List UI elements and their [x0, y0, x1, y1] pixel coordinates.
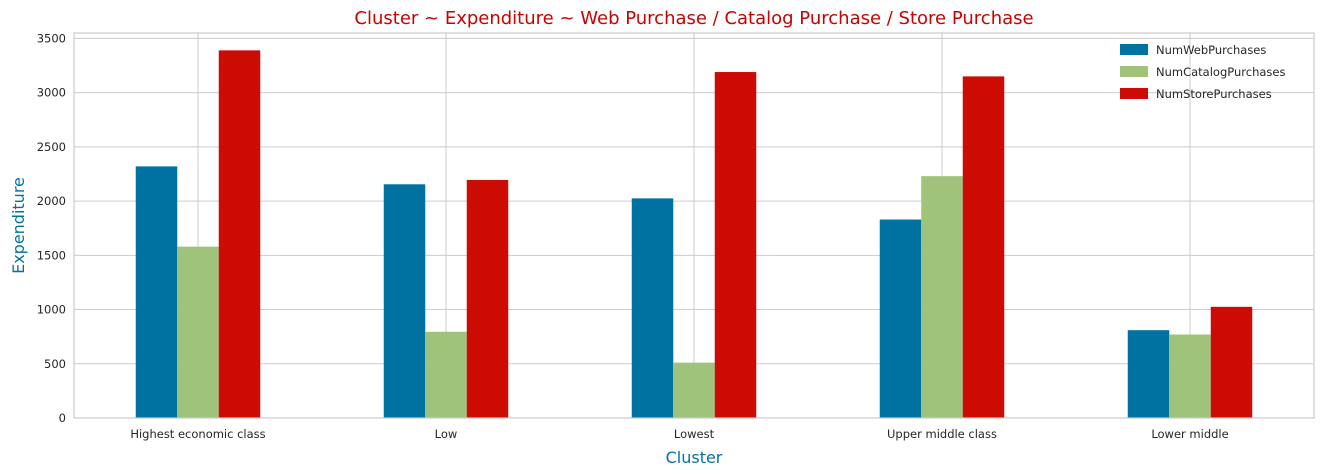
bar-NumStorePurchases-0 — [218, 50, 261, 418]
bar-NumWebPurchases-4 — [1127, 330, 1170, 418]
bar-NumWebPurchases-0 — [135, 166, 178, 418]
legend-swatch-NumStorePurchases — [1120, 88, 1148, 99]
bar-NumStorePurchases-4 — [1210, 306, 1253, 418]
legend: NumWebPurchases NumCatalogPurchases NumSto… — [1120, 43, 1285, 101]
y-tick-label: 1500 — [37, 248, 66, 262]
y-tick-label: 2500 — [37, 140, 66, 154]
y-axis-label: Expenditure — [9, 177, 28, 274]
x-tick-label: Lower middle — [1151, 427, 1228, 441]
bar-NumCatalogPurchases-1 — [425, 331, 467, 418]
x-tick-label: Lowest — [674, 427, 715, 441]
bar-NumStorePurchases-1 — [466, 179, 509, 418]
grid-lines — [74, 33, 1314, 419]
bar-NumCatalogPurchases-0 — [177, 246, 219, 418]
y-tick-label: 1000 — [37, 303, 66, 317]
legend-swatch-NumWebPurchases — [1120, 44, 1148, 55]
x-tick-label: Upper middle class — [887, 427, 997, 441]
y-tick-label: 3000 — [37, 86, 66, 100]
legend-label-NumStorePurchases: NumStorePurchases — [1156, 87, 1272, 101]
legend-label-NumWebPurchases: NumWebPurchases — [1156, 43, 1266, 57]
y-tick-labels: 0 500 1000 1500 2000 2500 3000 3500 — [37, 31, 66, 425]
chart-title: Cluster ~ Expenditure ~ Web Purchase / C… — [354, 8, 1033, 29]
legend-swatch-NumCatalogPurchases — [1120, 66, 1148, 77]
legend-label-NumCatalogPurchases: NumCatalogPurchases — [1156, 65, 1285, 79]
y-tick-label: 0 — [59, 411, 66, 425]
x-tick-label: Highest economic class — [130, 427, 265, 441]
y-tick-label: 500 — [44, 357, 66, 371]
bar-NumCatalogPurchases-3 — [921, 176, 963, 418]
y-tick-label: 2000 — [37, 194, 66, 208]
bar-NumWebPurchases-1 — [383, 184, 426, 418]
x-axis-label: Cluster — [666, 448, 723, 467]
bars — [135, 50, 1253, 419]
x-tick-labels: Highest economic class Low Lowest Upper mid… — [130, 427, 1228, 441]
y-tick-label: 3500 — [37, 31, 66, 45]
bar-NumWebPurchases-3 — [879, 219, 922, 418]
bar-NumStorePurchases-2 — [714, 72, 757, 419]
bar-NumStorePurchases-3 — [962, 76, 1005, 418]
x-tick-label: Low — [435, 427, 458, 441]
bar-NumCatalogPurchases-2 — [673, 362, 715, 418]
plot-frame — [73, 32, 1315, 419]
bar-NumCatalogPurchases-4 — [1169, 334, 1211, 418]
bar-NumWebPurchases-2 — [631, 198, 674, 418]
